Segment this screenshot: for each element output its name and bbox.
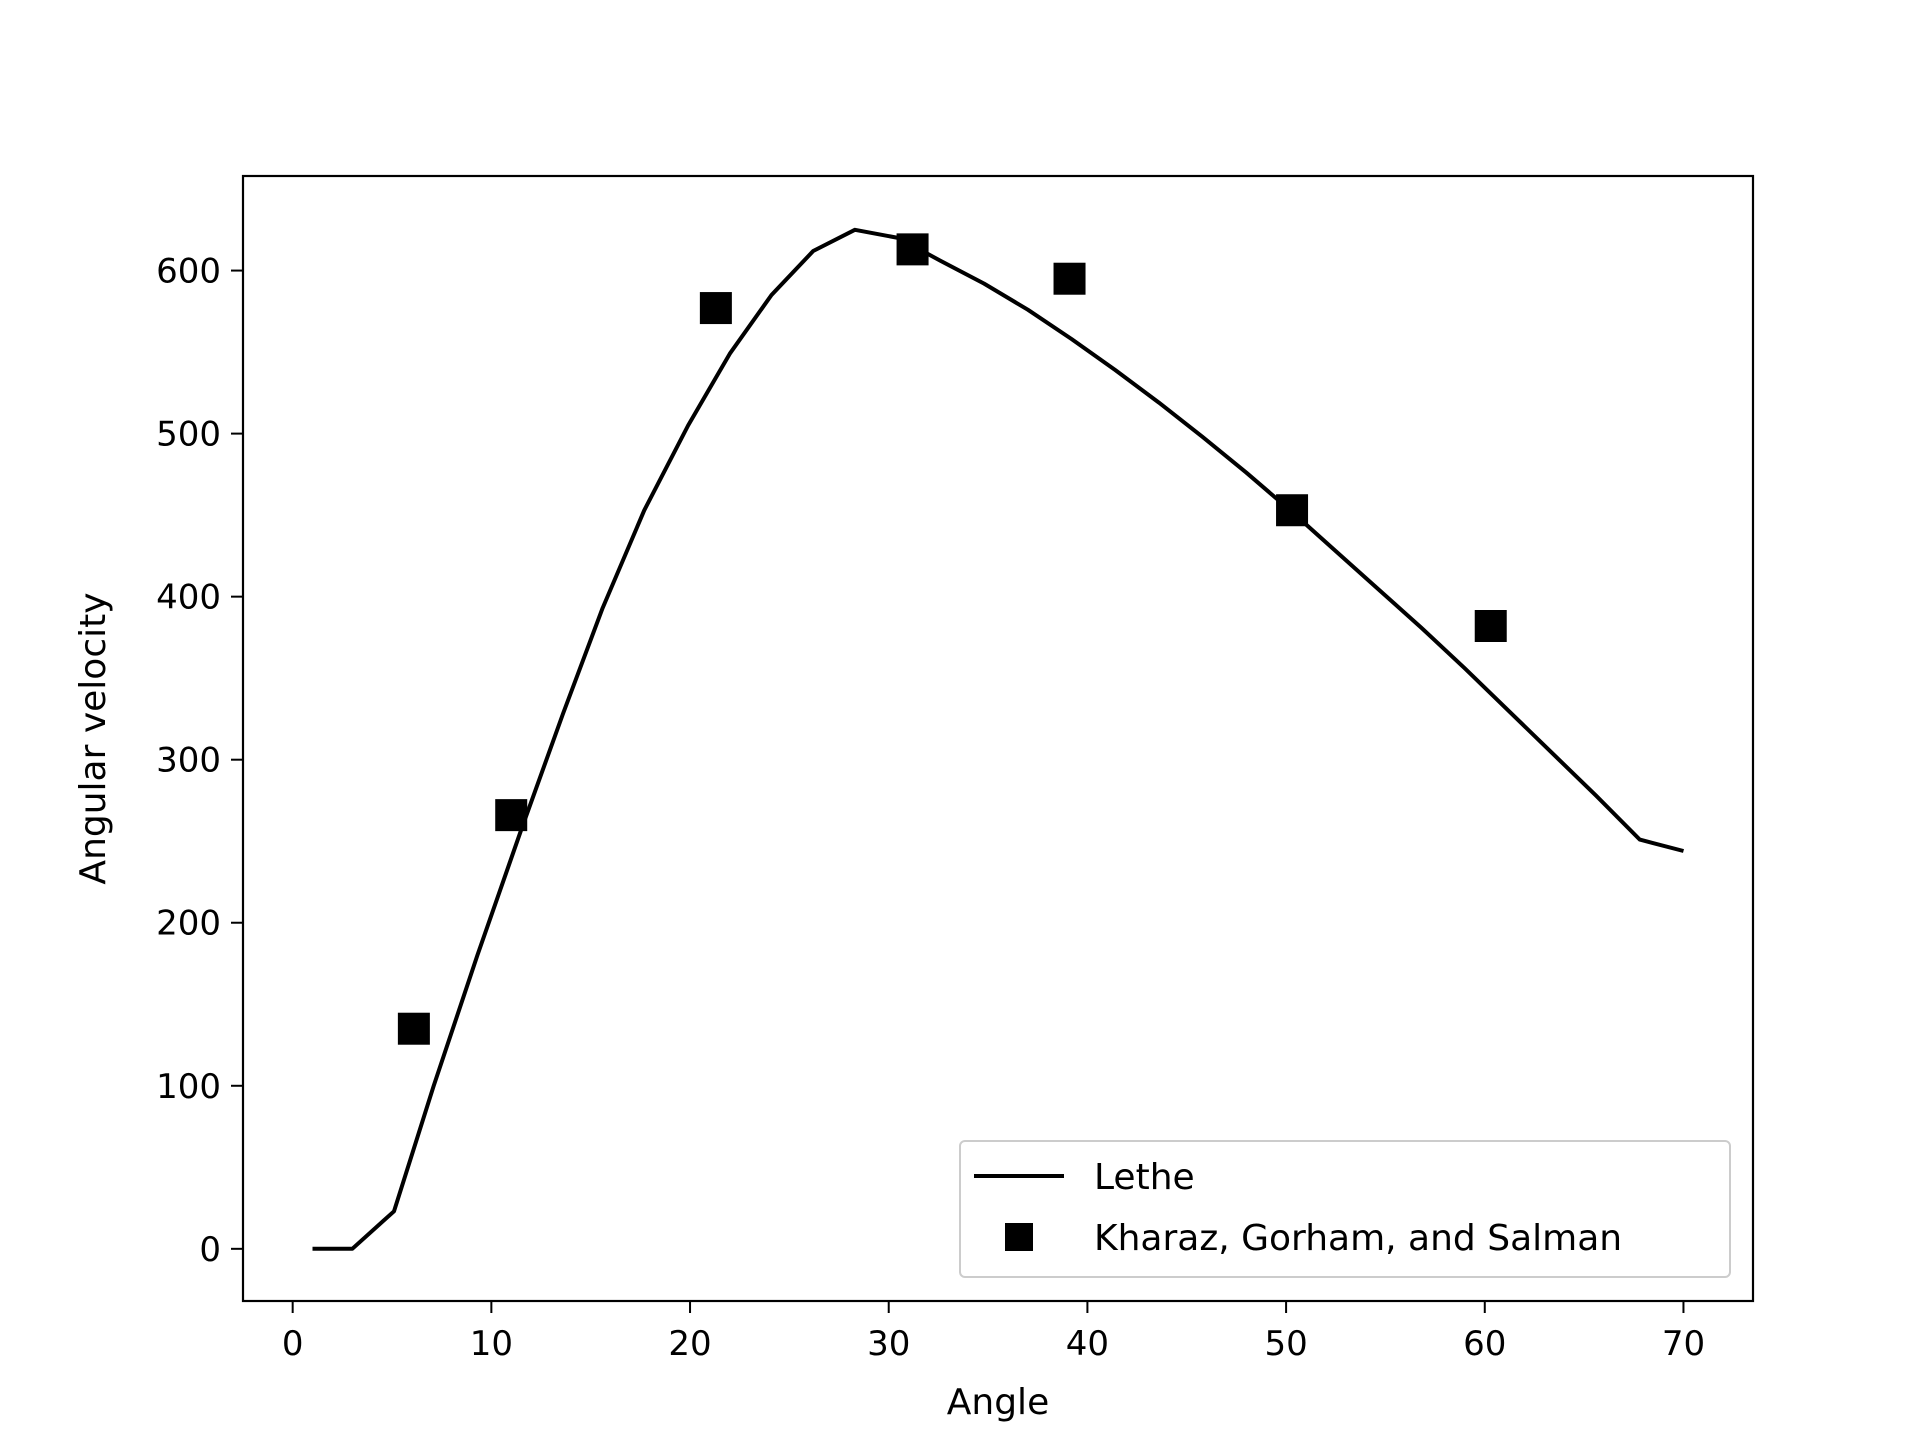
y-tick-label: 200 xyxy=(156,904,221,944)
data-point-kharaz xyxy=(1276,494,1309,527)
x-axis: 0 10 20 30 40 50 60 70 xyxy=(282,1301,1705,1364)
y-axis: 0 100 200 300 400 500 600 xyxy=(156,252,243,1270)
x-tick-label: 0 xyxy=(282,1324,304,1364)
data-point-kharaz xyxy=(1474,610,1507,642)
x-tick-label: 10 xyxy=(470,1324,513,1364)
data-point-kharaz xyxy=(495,799,528,832)
y-tick-label: 400 xyxy=(156,578,221,618)
data-point-kharaz xyxy=(896,233,929,266)
series-line-lethe xyxy=(312,227,1685,1251)
x-axis-label: Angle xyxy=(947,1382,1049,1423)
legend-label-kharaz: Kharaz, Gorham, and Salman xyxy=(1094,1218,1622,1259)
x-tick-label: 20 xyxy=(668,1324,711,1364)
y-tick-label: 600 xyxy=(156,252,221,292)
axes-frame xyxy=(241,174,1755,1303)
legend-label-lethe: Lethe xyxy=(1094,1157,1195,1198)
x-tick-label: 70 xyxy=(1662,1324,1705,1364)
data-point-kharaz xyxy=(1053,262,1086,295)
x-tick-label: 40 xyxy=(1066,1324,1109,1364)
x-tick-label: 60 xyxy=(1463,1324,1506,1364)
y-tick-label: 500 xyxy=(156,415,221,455)
x-tick-label: 30 xyxy=(867,1324,910,1364)
y-tick-label: 100 xyxy=(156,1067,221,1107)
plot-area xyxy=(312,227,1685,1251)
y-tick-label: 300 xyxy=(156,741,221,781)
legend: Lethe Kharaz, Gorham, and Salman xyxy=(959,1140,1731,1278)
x-tick-label: 50 xyxy=(1264,1324,1307,1364)
y-axis-label: Angular velocity xyxy=(73,592,114,884)
legend-box xyxy=(959,1140,1731,1278)
y-tick-label: 0 xyxy=(199,1230,221,1270)
data-point-kharaz xyxy=(699,292,732,325)
data-point-kharaz xyxy=(397,1012,430,1045)
legend-swatch-kharaz xyxy=(1005,1223,1033,1251)
